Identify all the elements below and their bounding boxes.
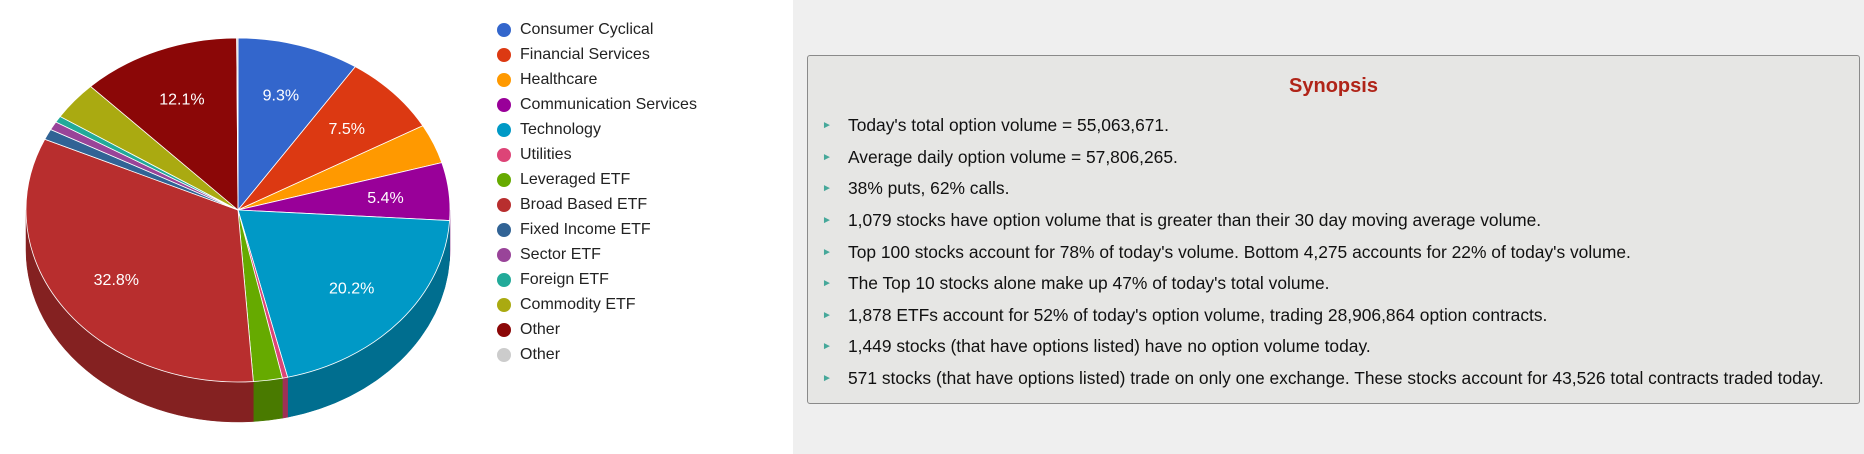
synopsis-panel: Synopsis ► Today's total option volume = … <box>807 55 1860 404</box>
legend-item[interactable]: Broad Based ETF <box>497 192 697 217</box>
pie-slice[interactable] <box>236 37 239 211</box>
legend-swatch <box>497 22 511 37</box>
legend-item[interactable]: Healthcare <box>497 67 697 92</box>
pie-slice-label: 5.4% <box>367 190 403 207</box>
legend-swatch <box>497 47 511 62</box>
synopsis-list: ► Today's total option volume = 55,063,67… <box>808 110 1859 394</box>
pie-slice[interactable] <box>237 66 424 211</box>
pie-slice-label: 32.8% <box>94 272 139 289</box>
legend-swatch <box>497 347 511 362</box>
legend-swatch <box>497 222 511 237</box>
legend-label: Utilities <box>520 145 572 163</box>
pie-slice[interactable] <box>237 209 451 378</box>
synopsis-text: 1,079 stocks have option volume that is … <box>848 210 1542 231</box>
synopsis-item: ► The Top 10 stocks alone make up 47% of … <box>822 268 1859 300</box>
legend-item[interactable]: Financial Services <box>497 42 697 67</box>
legend-label: Fixed Income ETF <box>520 220 651 238</box>
synopsis-text: Today's total option volume = 55,063,671… <box>848 115 1169 136</box>
legend-item[interactable]: Commodity ETF <box>497 292 697 317</box>
pie-slice[interactable] <box>89 37 239 211</box>
synopsis-title: Synopsis <box>1289 75 1378 97</box>
legend-swatch <box>497 322 511 337</box>
legend-item[interactable]: Technology <box>497 117 697 142</box>
legend-label: Communication Services <box>520 95 697 113</box>
legend-item[interactable]: Leveraged ETF <box>497 167 697 192</box>
legend-item[interactable]: Communication Services <box>497 92 697 117</box>
legend-swatch <box>497 72 511 87</box>
synopsis-text: 1,449 stocks (that have options listed) … <box>848 336 1371 357</box>
synopsis-text: Top 100 stocks account for 78% of today'… <box>848 241 1631 262</box>
legend-swatch <box>497 122 511 137</box>
synopsis-item: ► Today's total option volume = 55,063,67… <box>822 110 1859 142</box>
pie-slice-side <box>282 376 288 419</box>
synopsis-text: 1,878 ETFs account for 52% of today's op… <box>848 304 1548 325</box>
legend-item[interactable]: Other <box>497 342 697 367</box>
legend-item[interactable]: Consumer Cyclical <box>497 17 697 42</box>
legend-item[interactable]: Utilities <box>497 142 697 167</box>
synopsis-text: The Top 10 stocks alone make up 47% of t… <box>848 273 1330 294</box>
bullet-icon: ► <box>822 309 832 321</box>
synopsis-text: 38% puts, 62% calls. <box>848 178 1010 199</box>
legend-swatch <box>497 272 511 287</box>
synopsis-item: ► 1,878 ETFs account for 52% of today's o… <box>822 300 1859 332</box>
synopsis-item: ► Top 100 stocks account for 78% of today… <box>822 236 1859 268</box>
legend-label: Consumer Cyclical <box>520 20 654 38</box>
legend-label: Foreign ETF <box>520 270 609 288</box>
synopsis-text: 571 stocks (that have options listed) tr… <box>848 368 1824 389</box>
pie-slice[interactable] <box>237 37 356 212</box>
legend-item[interactable]: Fixed Income ETF <box>497 217 697 242</box>
legend-swatch <box>497 247 511 262</box>
legend-label: Commodity ETF <box>520 295 636 313</box>
legend-swatch <box>497 297 511 312</box>
legend-swatch <box>497 172 511 187</box>
legend-item[interactable]: Sector ETF <box>497 242 697 267</box>
synopsis-item: ► Average daily option volume = 57,806,26… <box>822 142 1859 174</box>
bullet-icon: ► <box>822 151 832 163</box>
bullet-icon: ► <box>822 373 832 385</box>
synopsis-item: ► 1,079 stocks have option volume that is… <box>822 205 1859 237</box>
bullet-icon: ► <box>822 278 832 290</box>
legend-swatch <box>497 147 511 162</box>
legend-swatch <box>497 97 511 112</box>
legend-label: Other <box>520 320 561 338</box>
pie-slice-label: 12.1% <box>159 92 204 109</box>
legend-label: Leveraged ETF <box>520 170 631 188</box>
chart-legend: Consumer Cyclical Financial Services Healt… <box>497 17 697 367</box>
synopsis-item: ► 38% puts, 62% calls. <box>822 173 1859 205</box>
legend-label: Other <box>520 345 561 363</box>
pie-slice-label: 7.5% <box>329 121 365 138</box>
bullet-icon: ► <box>822 215 832 227</box>
legend-swatch <box>497 197 511 212</box>
pie-slice-side <box>253 377 283 422</box>
legend-item[interactable]: Foreign ETF <box>497 267 697 292</box>
legend-label: Technology <box>520 120 601 138</box>
bullet-icon: ► <box>822 183 832 195</box>
legend-label: Sector ETF <box>520 245 601 263</box>
bullet-icon: ► <box>822 120 832 132</box>
legend-item[interactable]: Other <box>497 317 697 342</box>
bullet-icon: ► <box>822 341 832 353</box>
pie-slice[interactable] <box>25 138 254 383</box>
synopsis-text: Average daily option volume = 57,806,265… <box>848 146 1178 167</box>
synopsis-item: ► 1,449 stocks (that have options listed)… <box>822 331 1859 363</box>
legend-label: Broad Based ETF <box>520 195 648 213</box>
pie-slice-label: 20.2% <box>329 280 374 297</box>
synopsis-item: ► 571 stocks (that have options listed) t… <box>822 363 1859 395</box>
legend-label: Financial Services <box>520 45 650 63</box>
legend-label: Healthcare <box>520 70 598 88</box>
bullet-icon: ► <box>822 246 832 258</box>
pie-slice-label: 9.3% <box>263 88 299 105</box>
chart-panel: 9.3% 7.5% 5.4% 20.2% 32.8% 12.1% Consumer Cyc… <box>0 0 793 454</box>
pie-chart[interactable]: 9.3% 7.5% 5.4% 20.2% 32.8% 12.1% <box>0 0 793 454</box>
